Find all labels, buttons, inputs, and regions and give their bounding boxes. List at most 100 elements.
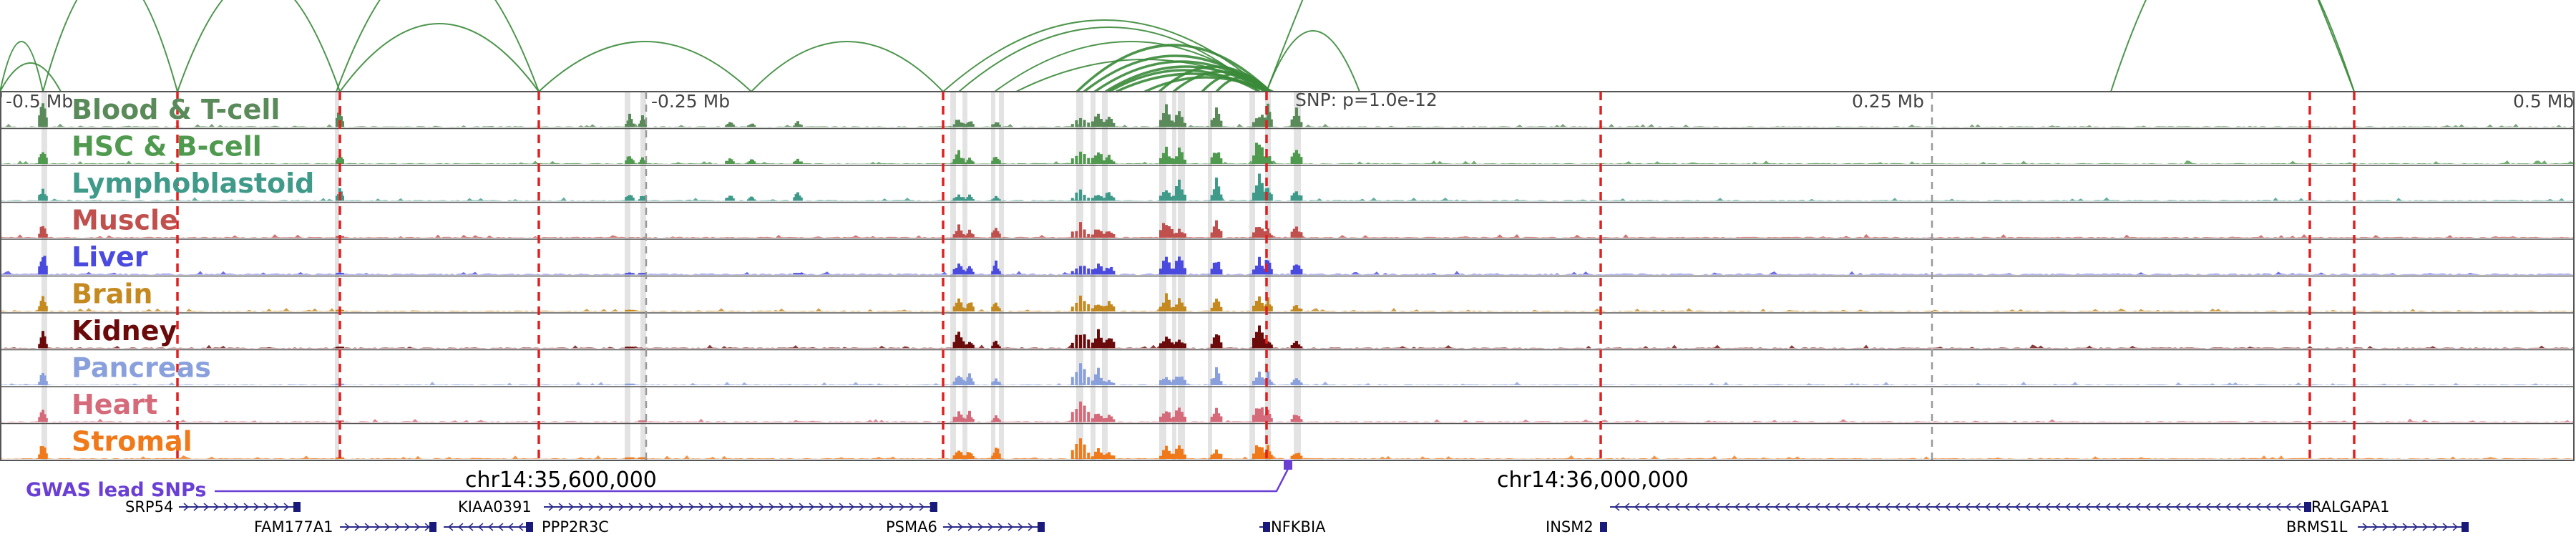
signal-peak [1110,382,1113,385]
signal-peak [1165,445,1168,459]
signal-peak [957,375,960,385]
signal-peak [1255,408,1258,422]
signal-peak [1269,161,1273,164]
gwas-snp-marker [1284,460,1292,470]
signal-peak [1181,260,1184,275]
signal-peak [799,197,803,201]
signal-peak [43,336,47,349]
signal-peak [1297,231,1301,238]
signal-peak [1267,228,1269,238]
signal-peak [1212,337,1216,349]
signal-peak [1295,415,1298,422]
signal-peak [1217,186,1221,201]
signal-noise [0,455,2575,459]
signal-peak [996,198,1000,201]
signal-peak [42,410,44,422]
signal-peak [628,457,631,459]
signal-peak [44,418,48,422]
interaction-arc [958,26,1260,92]
signal-peak [1269,344,1273,349]
signal-peak [1087,412,1091,422]
signal-peak [1168,299,1171,311]
strand-chevron [2432,523,2439,531]
signal-peak [1299,382,1303,385]
gene-exon [1600,522,1607,532]
strand-chevron [2225,503,2231,511]
signal-peak [1100,266,1103,275]
strand-chevron [638,503,645,511]
signal-peak [991,124,995,127]
signal-peak [341,273,344,275]
signal-peak [1217,113,1221,127]
signal-peak [957,263,960,275]
signal-peak [1112,161,1116,164]
gene-feature: FAM177A1 [254,518,436,536]
signal-peak [966,196,970,201]
strand-chevron [1934,503,1941,511]
signal-peak [1178,445,1181,459]
signal-peak [1165,377,1168,385]
signal-peak [1091,418,1094,422]
signal-peak [1105,453,1108,459]
strand-chevron [899,503,905,511]
signal-peak [43,256,47,275]
signal-peak [1112,455,1116,459]
signal-peak [1258,227,1261,238]
signal-peak [794,273,798,275]
signal-peak [1112,234,1116,238]
strand-chevron [243,503,250,511]
signal-peak [997,125,1001,127]
signal-peak [1264,413,1268,422]
signal-peak [1087,339,1091,349]
signal-peak [731,124,735,127]
strand-chevron [779,503,785,511]
signal-peak [996,381,1000,385]
signal-peak [1297,115,1301,127]
track-label: Liver [72,241,148,273]
signal-peak [628,347,631,349]
signal-peak [1219,381,1223,385]
gene-exon [1263,522,1270,532]
signal-peak [1165,104,1168,127]
signal-peak [1261,407,1264,422]
signal-peak [1212,377,1216,385]
signal-peak [1255,301,1258,311]
signal-peak [1108,452,1111,459]
signal-peak [1184,160,1186,164]
strand-chevron [1884,503,1890,511]
strand-chevron [193,503,200,511]
signal-peak [628,113,631,127]
signal-peak [1103,160,1106,164]
signal-peak [630,457,633,459]
signal-peak [1290,231,1294,238]
signal-peak [628,383,631,385]
signal-peak [1083,229,1086,238]
strand-chevron [1724,503,1730,511]
interaction-arc [2110,0,2355,92]
signal-peak [1162,223,1165,238]
signal-peak [39,374,43,385]
signal-peak [962,233,965,238]
signal-peak [1075,155,1078,164]
signal-peak [962,341,965,349]
signal-peak [1175,156,1178,164]
signal-peak [1079,117,1082,127]
signal-peak [1219,158,1223,164]
strand-chevron [2034,503,2041,511]
signal-peak [1210,157,1214,164]
strand-chevron [1984,503,1991,511]
strand-chevron [2205,503,2211,511]
signal-peak [1181,117,1184,127]
signal-peak [970,196,973,201]
signal-noise [0,123,2575,127]
signal-peak [1261,228,1264,238]
signal-peak [966,268,970,275]
strand-chevron [2135,503,2141,511]
signal-peak [1178,407,1181,422]
strand-chevron [517,523,524,531]
signal-peak [965,235,968,238]
signal-peak [1264,344,1268,349]
signal-peak [965,455,968,459]
signal-peak [1264,339,1267,349]
signal-peak [971,161,975,164]
